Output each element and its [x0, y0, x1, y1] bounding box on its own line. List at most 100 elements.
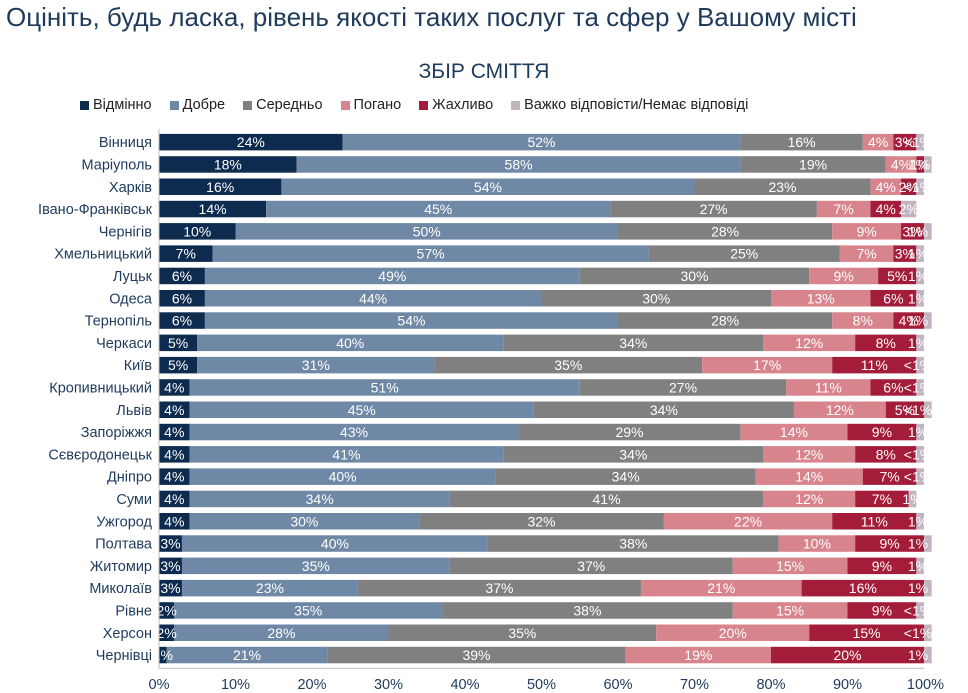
bar-segment — [159, 223, 236, 240]
legend-label: Жахливо — [432, 97, 494, 113]
bar-segment — [487, 535, 779, 552]
data-label: 4% — [876, 201, 896, 217]
category-label: Хмельницький — [54, 247, 152, 263]
data-label: 5% — [168, 357, 188, 373]
bar-segment — [342, 133, 741, 151]
data-label: 44% — [359, 290, 387, 306]
category-label: Львів — [116, 403, 152, 419]
data-label: 32% — [527, 513, 555, 529]
data-label: 35% — [508, 625, 536, 641]
bar-segment — [663, 513, 833, 530]
data-label: 50% — [413, 223, 441, 239]
data-label: 1% — [908, 290, 928, 306]
data-label: 1% — [908, 580, 928, 596]
data-label: 34% — [612, 469, 640, 485]
data-label: <1% — [904, 357, 932, 373]
bar-segment — [189, 401, 534, 418]
bar-segment — [832, 223, 902, 240]
bar-segment — [159, 200, 267, 218]
bar-segment — [901, 200, 917, 218]
bar-segment — [916, 468, 924, 485]
bar-segment — [870, 290, 917, 307]
data-label: 40% — [329, 469, 357, 485]
category-label: Черкаси — [96, 336, 152, 352]
data-label: 21% — [707, 580, 735, 596]
bar-segment — [855, 334, 917, 352]
data-label: 9% — [857, 223, 877, 239]
legend-item: Жахливо — [419, 97, 493, 113]
bar-segment — [204, 312, 618, 329]
bar-segment — [610, 200, 817, 218]
data-label: 12% — [795, 491, 823, 507]
data-label: 37% — [485, 580, 513, 596]
bar-segment — [518, 423, 741, 441]
data-label: 54% — [397, 313, 425, 329]
data-label: 1% — [153, 647, 173, 663]
data-label: 9% — [872, 602, 892, 618]
page-title: Оцініть, будь ласка, рівень якості таких… — [6, 2, 857, 32]
bar-segment — [159, 133, 343, 151]
bar-segment — [924, 646, 932, 664]
data-label: 13% — [807, 290, 835, 306]
bar-segment — [503, 334, 764, 352]
bar-segment — [159, 356, 198, 374]
data-label: 41% — [332, 446, 360, 462]
bar-segment — [419, 513, 664, 530]
data-label: 20% — [719, 625, 747, 641]
bar-segment — [181, 579, 358, 597]
chart-title: ЗБІР СМІТТЯ — [418, 60, 550, 83]
data-label: 1% — [908, 335, 928, 351]
category-label: Тернопіль — [85, 314, 152, 330]
legend-label: Важко відповісти/Немає відповіді — [524, 97, 749, 113]
data-label: 29% — [615, 424, 643, 440]
data-label: 19% — [799, 156, 827, 172]
bar-segment — [901, 223, 924, 240]
data-label: 38% — [573, 602, 601, 618]
data-label: 1% — [902, 491, 922, 507]
data-label: 9% — [872, 424, 892, 440]
data-label: 6% — [883, 379, 903, 395]
bar-segment — [771, 646, 924, 664]
bar-segment — [901, 178, 917, 195]
x-tick-label: 50% — [527, 677, 556, 693]
data-label: 38% — [619, 536, 647, 552]
legend-swatch — [169, 100, 179, 110]
category-label: Ужгород — [96, 514, 152, 530]
data-label: 4% — [164, 402, 184, 418]
data-label: 7% — [834, 201, 854, 217]
bar-segment — [189, 513, 420, 530]
data-label: 30% — [642, 290, 670, 306]
bar-segment — [878, 267, 917, 285]
bar-segment — [786, 379, 871, 396]
data-label: 16% — [849, 580, 877, 596]
legend-swatch — [340, 100, 350, 110]
bar-segment — [763, 490, 856, 508]
bar-segment — [541, 290, 771, 307]
data-label: 1% — [908, 268, 928, 284]
bar-segment — [771, 290, 871, 307]
data-label: <1% — [904, 446, 932, 462]
data-label: 6% — [172, 290, 192, 306]
bar-segment — [755, 468, 863, 485]
x-tick-label: 40% — [450, 677, 479, 693]
bar-segment — [893, 312, 924, 329]
bar-segment — [618, 223, 833, 240]
bar-segment — [916, 156, 924, 173]
category-label: Суми — [116, 492, 152, 508]
data-label: 30% — [290, 513, 318, 529]
category-label: Маріуполь — [82, 157, 152, 173]
category-label: Сєвєродонецьк — [48, 447, 152, 463]
data-label: 7% — [176, 246, 196, 262]
data-label: 11% — [815, 379, 842, 395]
bar-segment — [625, 646, 771, 664]
bar-segment — [434, 356, 703, 374]
bar-segment — [640, 579, 802, 597]
data-label: 1% — [908, 246, 928, 262]
bar-segment — [159, 178, 282, 195]
data-label: 1% — [908, 647, 928, 663]
bar-segment — [159, 401, 190, 418]
bar-segment — [870, 200, 902, 218]
category-label: Чернівці — [96, 648, 152, 664]
data-label: 20% — [833, 647, 861, 663]
category-label: Кропивницький — [49, 380, 152, 396]
